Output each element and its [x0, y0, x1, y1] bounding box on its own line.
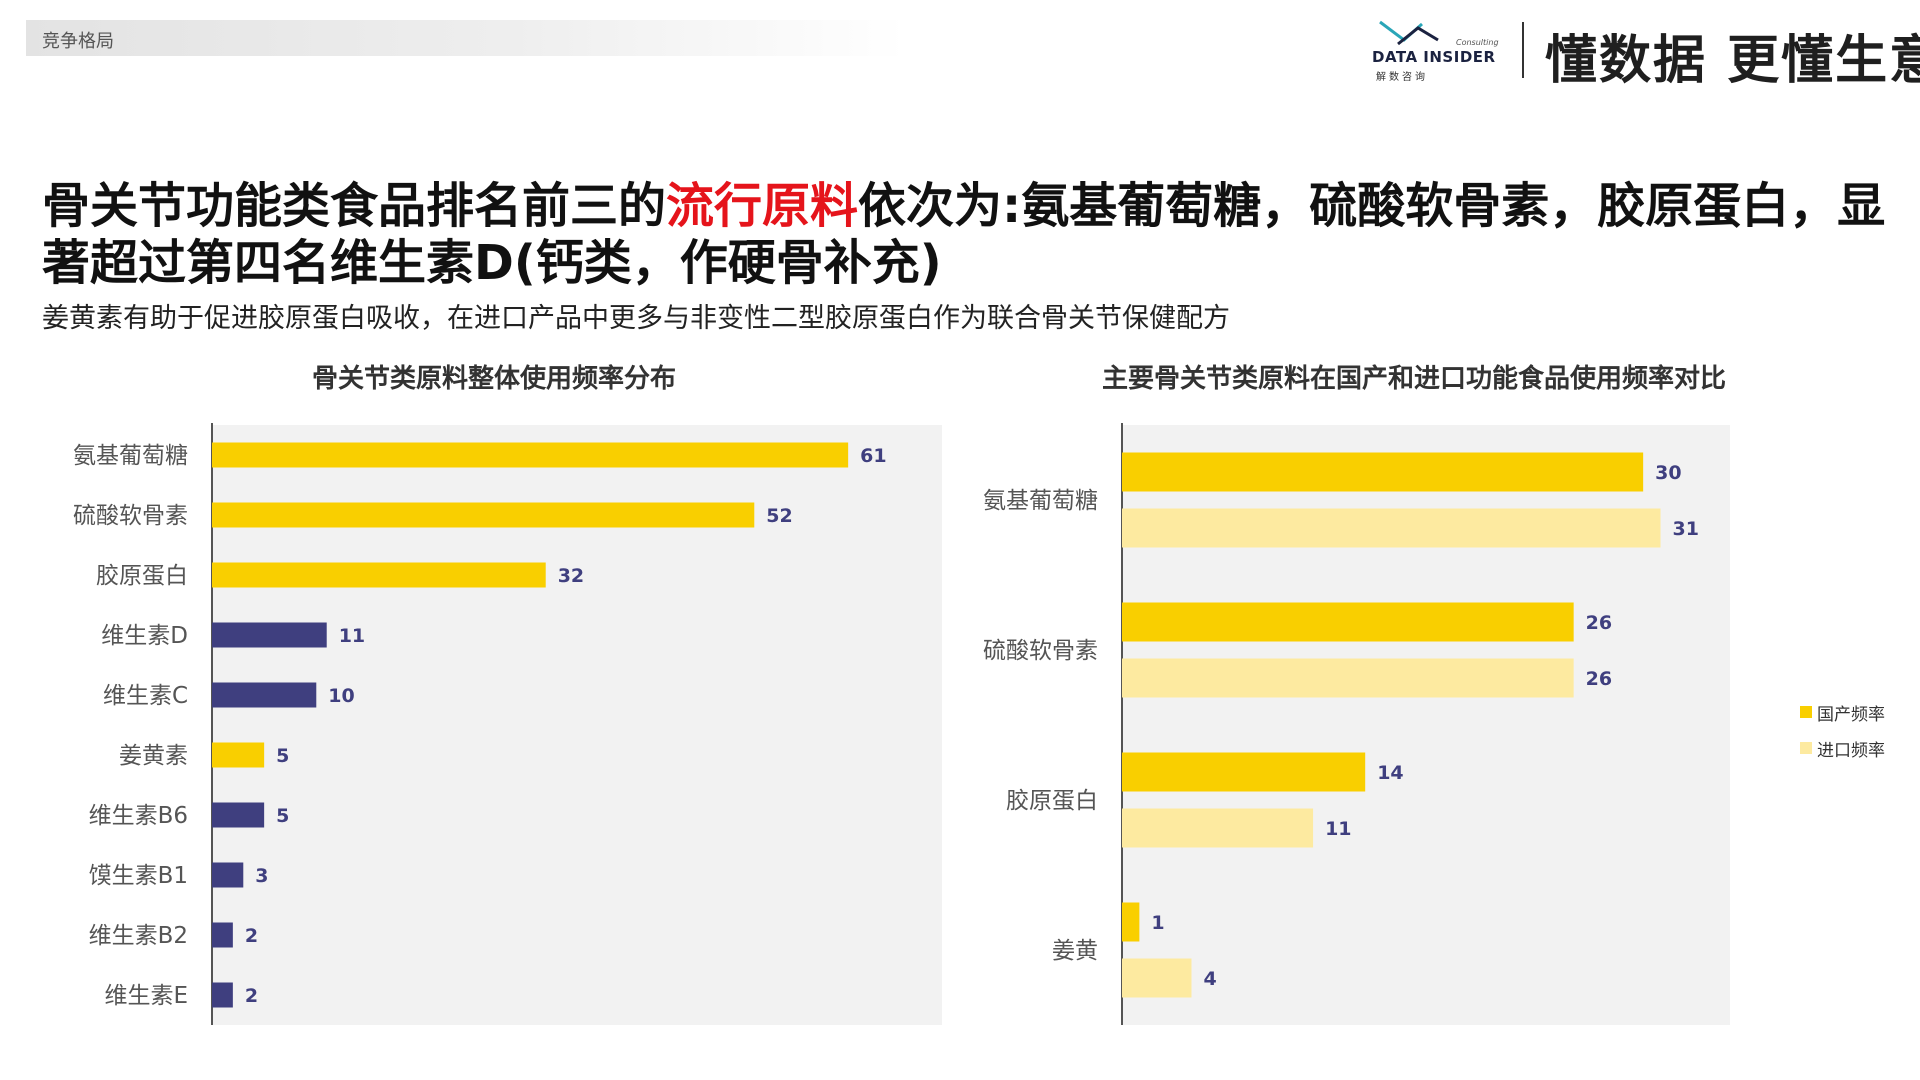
chart1-category-label: 维生素D — [101, 623, 188, 649]
chart1-value-label: 5 — [276, 805, 289, 827]
data-insider-logo: Consulting DATA INSIDER 解数咨询 — [1372, 18, 1502, 83]
chart2-bar-domestic — [1122, 902, 1140, 942]
chart2-bar-domestic — [1122, 452, 1644, 492]
page-subheadline: 姜黄素有助于促进胶原蛋白吸收，在进口产品中更多与非变性二型胶原蛋白作为联合骨关节… — [42, 303, 1230, 334]
chart1-category-label: 维生素B2 — [89, 923, 188, 949]
chart2-value-label: 11 — [1325, 818, 1351, 840]
chart1-category-label: 维生素E — [104, 983, 188, 1009]
chart1-value-label: 61 — [860, 445, 886, 467]
legend-item-domestic: 国产频率 — [1800, 694, 1885, 730]
chart1-category-label: 硫酸软骨素 — [73, 503, 188, 529]
chart1-value-label: 3 — [255, 865, 268, 887]
chart1-bar — [212, 502, 755, 528]
chart2-bar-domestic — [1122, 602, 1574, 642]
chart1-bar — [212, 922, 233, 948]
chart2-bar-domestic — [1122, 752, 1366, 792]
legend-label-domestic: 国产频率 — [1817, 704, 1885, 725]
chart2-title: 主要骨关节类原料在国产和进口功能食品使用频率对比 — [1102, 364, 1727, 394]
chart2-value-label: 30 — [1655, 462, 1681, 484]
chart2-category-label: 硫酸软骨素 — [983, 638, 1098, 664]
headline-highlight: 流行原料 — [666, 178, 859, 234]
page-headline: 骨关节功能类食品排名前三的流行原料依次为:氨基葡萄糖，硫酸软骨素，胶原蛋白，显著… — [42, 178, 1902, 292]
chart1-category-label: 馍生素B1 — [89, 863, 188, 889]
chart1-bar — [212, 442, 849, 468]
section-label: 竞争格局 — [42, 31, 114, 52]
chart1-category-label: 氨基葡萄糖 — [73, 443, 188, 469]
logo-consulting: Consulting — [1456, 38, 1499, 47]
chart2-category-label: 胶原蛋白 — [1006, 788, 1098, 814]
chart1-value-label: 10 — [328, 685, 354, 707]
chart1-bar — [212, 682, 317, 708]
logo-name: DATA INSIDER — [1372, 48, 1496, 66]
chart1-bar — [212, 562, 546, 588]
headline-part-2: 依次为:氨基葡萄糖，硫酸软骨素，胶原蛋白，显著超过第四名维生素D(钙类，作硬骨补… — [42, 178, 1886, 291]
chart1-value-label: 2 — [245, 985, 258, 1007]
chart2-bar-import — [1122, 508, 1661, 548]
chart1-bar — [212, 742, 265, 768]
chart1-value-label: 11 — [339, 625, 365, 647]
section-bar: 竞争格局 — [26, 20, 906, 56]
slogan: 懂数据 更懂生意 — [1545, 31, 1920, 91]
logo-divider — [1522, 22, 1524, 78]
headline-part-1: 骨关节功能类食品排名前三的 — [42, 178, 667, 234]
chart1-bar — [212, 982, 233, 1008]
chart1-bar — [212, 622, 327, 648]
chart1-value-label: 52 — [766, 505, 792, 527]
chart1-value-label: 5 — [276, 745, 289, 767]
chart1-bar — [212, 802, 265, 828]
chart2-bar-import — [1122, 808, 1314, 848]
chart2-value-label: 14 — [1377, 762, 1403, 784]
chart2-category-label: 姜黄 — [1052, 938, 1098, 964]
chart1-bar — [212, 862, 244, 888]
chart2-value-label: 26 — [1586, 668, 1612, 690]
chart1-title: 骨关节类原料整体使用频率分布 — [312, 364, 677, 394]
chart1-category-label: 维生素C — [103, 683, 188, 709]
logo-mark-icon — [1379, 20, 1439, 46]
chart2-bar-import — [1122, 958, 1192, 998]
legend-label-import: 进口频率 — [1817, 740, 1885, 761]
chart2-value-label: 1 — [1151, 912, 1164, 934]
chart1-category-label: 胶原蛋白 — [96, 563, 188, 589]
chart2-value-label: 31 — [1673, 518, 1699, 540]
chart2-value-label: 4 — [1203, 968, 1216, 990]
legend-swatch-domestic — [1800, 706, 1812, 718]
chart2-category-label: 氨基葡萄糖 — [983, 488, 1098, 514]
chart1-value-label: 2 — [245, 925, 258, 947]
logo-cn-name: 解数咨询 — [1376, 72, 1428, 83]
chart1-category-label: 维生素B6 — [89, 803, 188, 829]
legend-item-import: 进口频率 — [1800, 730, 1885, 766]
chart1-category-label: 姜黄素 — [119, 743, 188, 769]
legend-swatch-import — [1800, 742, 1812, 754]
chart2-legend: 国产频率 进口频率 — [1800, 694, 1885, 766]
chart2-value-label: 26 — [1586, 612, 1612, 634]
chart2-bar-import — [1122, 658, 1574, 698]
chart1-value-label: 32 — [558, 565, 584, 587]
